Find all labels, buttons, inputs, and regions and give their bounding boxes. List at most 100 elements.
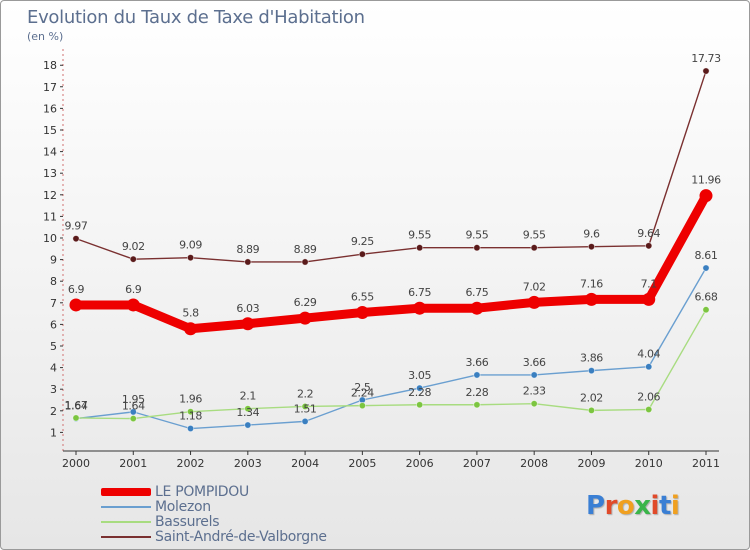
data-point-2-4	[301, 402, 309, 411]
y-tick-label: 10	[43, 232, 57, 245]
x-tick-label: 2002	[177, 457, 205, 470]
data-point-2-7	[473, 401, 481, 409]
data-label-0-8: 7.02	[523, 280, 546, 293]
data-label-2-11: 6.68	[695, 291, 718, 304]
legend-label-bassurels: Bassurels	[155, 513, 220, 530]
data-label-0-10: 7.1	[641, 277, 657, 290]
legend-swatch-bassurels	[101, 520, 151, 523]
legend-item-saint-andre: Saint-André-de-Valborgne	[101, 529, 327, 545]
data-point-0-2	[184, 322, 198, 336]
data-point-3-2	[186, 254, 195, 262]
data-point-3-1	[129, 255, 137, 263]
data-point-1-2	[186, 424, 195, 433]
data-point-2-9	[587, 406, 596, 414]
data-label-2-2: 1.96	[179, 393, 202, 406]
data-label-3-0: 9.97	[65, 220, 88, 233]
data-point-3-10	[645, 242, 653, 250]
data-label-2-10: 2.06	[637, 391, 660, 404]
y-tick-label: 17	[43, 81, 57, 94]
data-point-2-10	[645, 405, 653, 414]
data-point-0-5	[355, 306, 369, 320]
data-point-1-6	[416, 384, 424, 392]
data-label-2-0: 1.67	[65, 399, 88, 412]
y-tick-label: 4	[50, 362, 57, 375]
x-tick-label: 2007	[463, 457, 491, 470]
data-label-1-11: 8.61	[695, 249, 718, 262]
y-tick-label: 12	[43, 189, 57, 202]
data-label-0-2: 5.8	[182, 307, 199, 320]
data-point-3-4	[301, 258, 309, 266]
data-point-3-11	[702, 67, 710, 75]
data-label-2-3: 2.1	[240, 390, 256, 403]
data-label-1-9: 3.86	[580, 352, 603, 365]
y-tick-label: 7	[50, 297, 57, 310]
data-point-1-10	[645, 363, 653, 371]
data-point-0-4	[298, 311, 312, 325]
x-tick-label: 2008	[520, 457, 548, 470]
y-tick-label: 9	[50, 254, 57, 267]
y-tick-label: 15	[43, 124, 57, 137]
y-tick-label: 14	[43, 146, 57, 159]
data-label-2-7: 2.28	[465, 386, 488, 399]
data-label-0-1: 6.9	[125, 283, 142, 296]
data-point-0-10	[642, 292, 656, 306]
x-tick-label: 2001	[119, 457, 147, 470]
data-point-2-5	[358, 402, 366, 410]
legend-label-le-pompidou: LE POMPIDOU	[155, 483, 249, 500]
legend-swatch-le-pompidou	[101, 487, 151, 496]
x-tick-label: 2010	[635, 457, 663, 470]
data-point-2-1	[129, 414, 137, 423]
data-label-2-5: 2.24	[351, 387, 374, 400]
data-point-1-8	[530, 371, 538, 379]
data-label-3-6: 9.55	[408, 229, 431, 242]
data-point-2-2	[186, 408, 195, 416]
series-line-0	[71, 191, 711, 334]
legend-swatch-saint-andre	[101, 535, 151, 538]
data-label-1-10: 4.04	[637, 348, 660, 361]
legend-item-le-pompidou: LE POMPIDOU	[101, 483, 327, 500]
data-point-0-1	[126, 298, 140, 312]
data-label-0-11: 11.96	[691, 174, 721, 187]
legend-item-molezon: Molezon	[101, 499, 327, 515]
data-label-0-0: 6.9	[68, 283, 85, 296]
data-point-3-5	[358, 250, 366, 258]
chart-subtitle: (en %)	[27, 30, 64, 43]
data-point-2-8	[530, 400, 538, 408]
data-label-2-8: 2.33	[523, 385, 546, 398]
data-point-0-0	[69, 298, 83, 312]
y-tick-label: 5	[50, 340, 57, 353]
data-point-0-7	[470, 301, 484, 315]
data-label-3-2: 9.09	[179, 239, 202, 252]
data-label-0-3: 6.03	[236, 302, 259, 315]
data-point-3-9	[587, 243, 596, 251]
data-point-0-6	[413, 301, 427, 315]
x-tick-label: 2006	[406, 457, 434, 470]
data-point-0-11	[699, 189, 713, 203]
y-tick-label: 6	[50, 318, 57, 331]
legend-swatch-molezon	[101, 505, 151, 508]
x-tick-label: 2004	[291, 457, 319, 470]
y-tick-label: 18	[43, 59, 57, 72]
data-label-2-4: 2.2	[297, 387, 313, 400]
data-label-1-4: 1.51	[294, 402, 317, 415]
data-label-0-4: 6.29	[294, 296, 317, 309]
data-label-3-11: 17.73	[691, 52, 721, 65]
y-tick-label: 8	[50, 275, 57, 288]
data-label-1-1: 1.95	[122, 393, 145, 406]
data-point-0-3	[241, 317, 255, 331]
y-tick-label: 3	[50, 383, 57, 396]
data-label-3-8: 9.55	[523, 229, 546, 242]
data-label-3-4: 8.89	[294, 243, 317, 256]
x-tick-label: 2005	[348, 457, 376, 470]
data-point-2-0	[72, 414, 80, 422]
x-tick-label: 2011	[692, 457, 720, 470]
series-line-1	[75, 267, 707, 430]
data-point-1-3	[244, 421, 252, 429]
data-point-1-7	[473, 371, 481, 379]
data-label-2-1: 1.64	[122, 400, 145, 413]
data-label-3-1: 9.02	[122, 240, 145, 253]
x-tick-label: 2009	[577, 457, 605, 470]
data-label-1-7: 3.66	[465, 356, 488, 369]
